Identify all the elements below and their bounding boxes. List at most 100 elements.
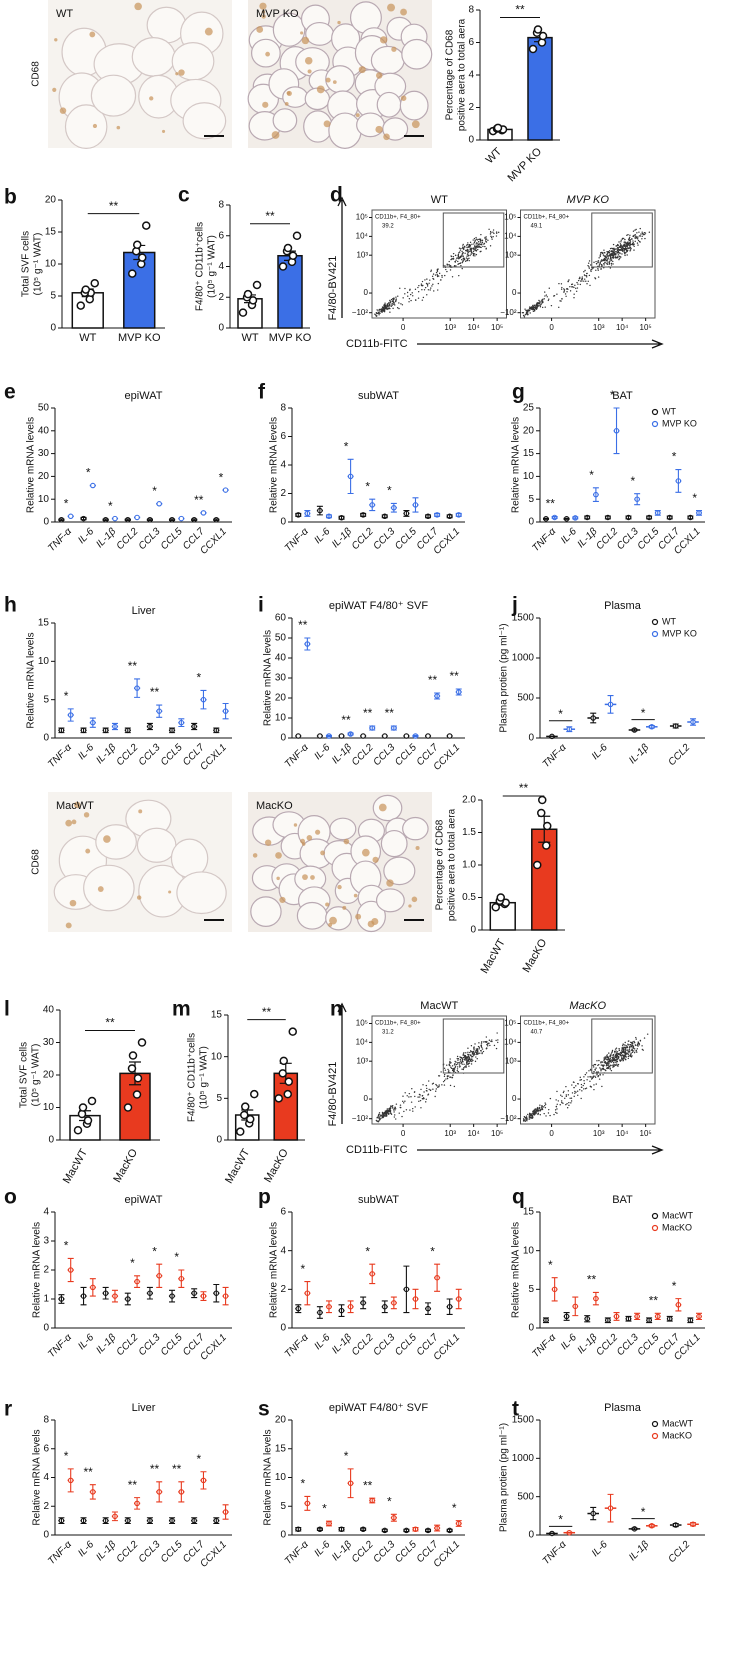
event-dot	[461, 1057, 462, 1058]
event-dot	[601, 265, 602, 266]
x-tick-label: CCL2	[350, 1332, 376, 1358]
y-tick-label: 10³	[505, 250, 517, 259]
chart-title: subWAT	[358, 390, 399, 402]
mean-dot	[383, 734, 387, 738]
event-dot	[564, 1098, 565, 1099]
event-dot	[471, 1061, 472, 1062]
event-dot	[423, 297, 424, 298]
event-dot	[530, 307, 531, 308]
event-dot	[382, 307, 383, 308]
event-dot	[496, 1048, 497, 1049]
event-dot	[590, 1086, 591, 1087]
event-dot	[458, 252, 459, 253]
y-tick-label: 500	[517, 693, 534, 704]
event-dot	[492, 231, 493, 232]
event-dot	[623, 1048, 624, 1049]
event-dot	[589, 1081, 590, 1082]
event-dot	[489, 1040, 490, 1041]
significance-label: *	[589, 468, 594, 482]
event-dot	[457, 261, 458, 262]
event-dot	[626, 1045, 627, 1046]
significance-label: **	[363, 1478, 373, 1492]
stain	[262, 102, 268, 108]
event-dot	[546, 294, 547, 295]
data-point	[280, 263, 287, 270]
event-dot	[468, 1061, 469, 1062]
significance-label: *	[365, 479, 370, 493]
event-dot	[457, 1059, 458, 1060]
event-dot	[445, 269, 446, 270]
adipocyte	[329, 113, 361, 148]
event-dot	[457, 257, 458, 258]
event-dot	[611, 1052, 612, 1053]
x-tick-label: MacWT	[61, 1147, 90, 1186]
event-dot	[601, 1064, 602, 1065]
event-dot	[533, 311, 534, 312]
event-dot	[616, 1063, 617, 1064]
event-dot	[627, 245, 628, 246]
chart-title: Liver	[132, 1402, 156, 1414]
y-tick-label: 1	[43, 1294, 49, 1305]
y-tick-label: 3	[43, 1236, 49, 1247]
event-dot	[446, 271, 447, 272]
event-dot	[624, 253, 625, 254]
stain	[412, 120, 420, 128]
stain	[356, 113, 360, 117]
data-point	[543, 842, 550, 849]
event-dot	[638, 231, 639, 232]
chart-title: BAT	[612, 1194, 633, 1206]
event-dot	[584, 278, 585, 279]
event-dot	[586, 1087, 587, 1088]
event-dot	[644, 234, 645, 235]
panel-label: e	[4, 381, 16, 404]
event-dot	[469, 1063, 470, 1064]
event-dot	[610, 1068, 611, 1069]
stain	[337, 21, 340, 24]
event-dot	[528, 1118, 529, 1119]
event-dot	[456, 1064, 457, 1065]
event-dot	[457, 1066, 458, 1067]
event-dot	[586, 275, 587, 276]
x-tick-label: 10⁵	[491, 1129, 503, 1138]
y-axis-label: (10⁵ g⁻¹ WAT)	[199, 1046, 210, 1109]
event-dot	[454, 1061, 455, 1062]
significance-label: **	[105, 1016, 115, 1030]
y-tick-label: 10	[523, 471, 535, 482]
event-dot	[626, 254, 627, 255]
event-dot	[431, 285, 432, 286]
significance-label: *	[430, 1244, 435, 1258]
legend-marker	[653, 632, 658, 637]
event-dot	[478, 246, 479, 247]
event-dot	[448, 1070, 449, 1071]
stain	[294, 823, 297, 826]
event-dot	[474, 241, 475, 242]
x-tick-label: 10⁴	[616, 1129, 629, 1138]
event-dot	[461, 259, 462, 260]
event-dot	[496, 1032, 497, 1033]
event-dot	[593, 262, 594, 263]
panel-label: m	[172, 998, 191, 1021]
event-dot	[486, 1042, 487, 1043]
event-dot	[473, 251, 474, 252]
data-point	[285, 1078, 292, 1085]
event-dot	[421, 289, 422, 290]
event-dot	[620, 241, 621, 242]
x-tick-label: 0	[549, 1129, 554, 1138]
y-tick-label: 1.5	[462, 827, 476, 838]
event-dot	[471, 1045, 472, 1046]
event-dot	[400, 1104, 401, 1105]
event-dot	[547, 296, 548, 297]
event-dot	[559, 300, 560, 301]
event-dot	[538, 302, 539, 303]
event-dot	[481, 1050, 482, 1051]
event-dot	[466, 256, 467, 257]
y-tick-label: 6	[280, 1207, 286, 1218]
x-tick-label: IL-1β	[330, 526, 354, 550]
x-tick-label: TNF-α	[46, 742, 74, 770]
legend-label: WT	[662, 406, 676, 416]
x-tick-label: 0	[549, 323, 554, 332]
event-dot	[447, 1069, 448, 1070]
stain	[93, 124, 97, 128]
significance-label: **	[128, 659, 138, 673]
event-dot	[496, 231, 497, 232]
